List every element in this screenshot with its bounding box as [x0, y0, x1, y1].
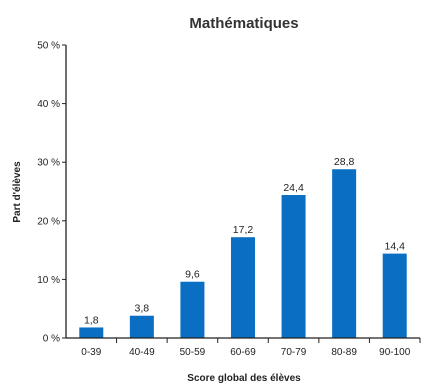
bar: [281, 195, 306, 338]
bar-series: 1,8 3,8 9,6 17,2 24,4 28,8 14,4: [79, 156, 407, 338]
x-tick-label: 50-59: [180, 347, 206, 358]
y-tick-label: 10 %: [37, 275, 60, 286]
bar: [180, 281, 205, 338]
bar-data-label: 1,8: [84, 314, 99, 326]
bar-data-label: 3,8: [135, 303, 150, 315]
x-tick-label: 90-100: [379, 347, 411, 358]
y-tick-label: 50 %: [37, 41, 60, 52]
bar-data-label: 14,4: [384, 241, 405, 253]
bar: [382, 253, 407, 338]
bar-data-label: 24,4: [283, 182, 304, 194]
bar-data-label: 28,8: [334, 156, 355, 168]
bar: [129, 315, 154, 338]
y-axis: 0 % 10 % 20 % 30 % 40 % 50 %: [37, 41, 67, 345]
y-tick-label: 20 %: [37, 216, 60, 227]
x-tick-label: 40-49: [129, 347, 155, 358]
bar: [79, 327, 104, 338]
bar: [231, 237, 255, 338]
y-tick-label: 0 %: [43, 334, 60, 345]
bar-data-label: 17,2: [233, 224, 254, 236]
x-tick-label: 60-69: [230, 347, 256, 358]
bar-data-label: 9,6: [185, 269, 200, 281]
bar: [332, 169, 357, 338]
x-tick-label: 70-79: [281, 347, 307, 358]
y-axis-label: Part d'élèves: [12, 161, 23, 223]
x-axis: 0-39 40-49 50-59 60-69 70-79 80-89 90-100: [66, 337, 421, 358]
y-tick-label: 30 %: [37, 158, 60, 169]
x-tick-label: 80-89: [331, 347, 357, 358]
x-axis-label: Score global des élèves: [187, 373, 301, 384]
y-tick-label: 40 %: [37, 99, 60, 110]
x-tick-label: 0-39: [81, 347, 101, 358]
chart-title: Mathématiques: [189, 15, 298, 32]
